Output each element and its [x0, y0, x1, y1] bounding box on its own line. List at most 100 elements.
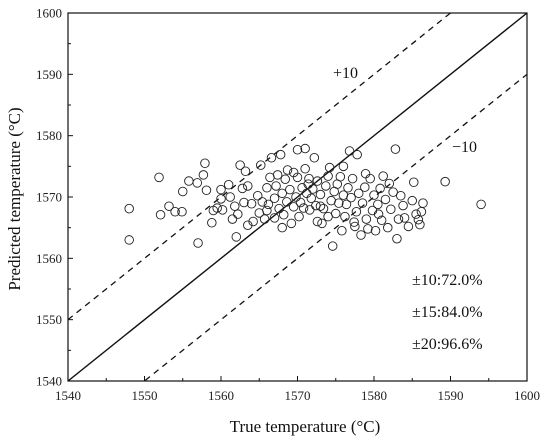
data-point	[415, 219, 425, 230]
data-point	[343, 183, 353, 193]
data-point	[124, 203, 134, 214]
data-point	[201, 185, 212, 196]
data-point	[331, 208, 341, 219]
data-point	[277, 188, 287, 199]
data-point	[248, 216, 258, 227]
data-point	[223, 179, 234, 190]
data-point	[288, 202, 299, 212]
data-point	[177, 186, 188, 197]
data-point	[235, 160, 245, 170]
data-point	[361, 214, 372, 224]
data-point	[243, 220, 253, 230]
data-point	[318, 203, 329, 214]
data-point	[230, 201, 240, 211]
data-point	[376, 215, 387, 226]
data-point	[378, 171, 388, 181]
x-tick-label: 1580	[361, 388, 387, 403]
data-point	[373, 199, 383, 210]
data-point	[360, 168, 371, 179]
data-point	[403, 221, 414, 232]
data-point	[353, 188, 364, 199]
data-point	[341, 199, 352, 210]
data-point	[334, 198, 344, 208]
data-point	[243, 181, 253, 191]
y-tick-label: 1560	[36, 251, 62, 266]
x-tick-label: 1600	[514, 388, 540, 403]
data-point	[271, 181, 281, 191]
data-point	[398, 200, 408, 211]
data-point	[225, 192, 235, 202]
annotation-minus-10: −10	[452, 139, 477, 156]
data-point	[207, 218, 217, 228]
identity-line	[68, 13, 527, 381]
data-point	[278, 210, 289, 220]
y-axis-title: Predicted temperature (°C)	[5, 107, 24, 290]
data-point	[300, 164, 310, 174]
data-point	[373, 209, 384, 219]
minus-10-line	[143, 73, 527, 381]
data-point	[177, 206, 187, 217]
data-point	[386, 204, 396, 215]
x-tick-label: 1540	[55, 388, 81, 403]
data-point	[315, 201, 326, 211]
data-point	[476, 199, 486, 210]
data-point	[340, 211, 350, 222]
data-point	[193, 238, 203, 248]
data-point	[396, 191, 406, 201]
data-point	[344, 146, 355, 156]
data-point	[393, 214, 404, 224]
data-point	[411, 209, 421, 219]
data-point	[124, 235, 134, 245]
data-point	[266, 152, 277, 163]
data-point	[198, 170, 209, 180]
data-point	[357, 198, 368, 208]
data-point	[216, 184, 226, 195]
data-point	[277, 222, 287, 233]
y-tick-label: 1580	[36, 128, 62, 143]
data-point	[380, 194, 391, 205]
data-point	[192, 178, 203, 188]
data-point	[298, 203, 309, 213]
data-point	[346, 192, 356, 203]
data-point	[407, 195, 418, 206]
data-point	[263, 199, 274, 210]
data-point	[360, 182, 370, 192]
data-point	[409, 177, 419, 188]
data-point	[308, 184, 318, 194]
data-point	[246, 198, 257, 209]
data-point	[217, 205, 228, 215]
data-point	[262, 205, 272, 216]
data-point	[370, 225, 381, 236]
data-point	[350, 221, 360, 232]
data-point	[321, 181, 331, 191]
data-point	[418, 198, 428, 208]
data-point	[200, 158, 210, 169]
data-point	[285, 184, 295, 195]
data-point	[351, 206, 362, 217]
data-point	[170, 206, 180, 217]
y-tick-label: 1590	[36, 67, 62, 82]
data-point	[399, 213, 410, 223]
data-point	[335, 172, 346, 182]
data-point	[184, 176, 194, 186]
stat-10: ±10:72.0%	[412, 272, 483, 289]
data-point	[280, 174, 291, 184]
data-point	[252, 191, 263, 201]
data-point	[384, 178, 395, 189]
data-point	[388, 187, 398, 197]
data-point	[256, 160, 266, 170]
data-point	[304, 205, 315, 215]
data-point	[306, 193, 317, 203]
data-point	[309, 152, 320, 163]
data-point	[154, 172, 164, 183]
data-point	[312, 216, 323, 227]
stat-15: ±15:84.0%	[412, 304, 483, 321]
data-point	[155, 210, 166, 220]
y-tick-label: 1600	[36, 6, 62, 21]
data-point	[337, 225, 347, 236]
data-point	[292, 145, 303, 155]
data-point	[317, 218, 327, 229]
data-point	[262, 183, 272, 193]
data-point	[237, 183, 248, 194]
